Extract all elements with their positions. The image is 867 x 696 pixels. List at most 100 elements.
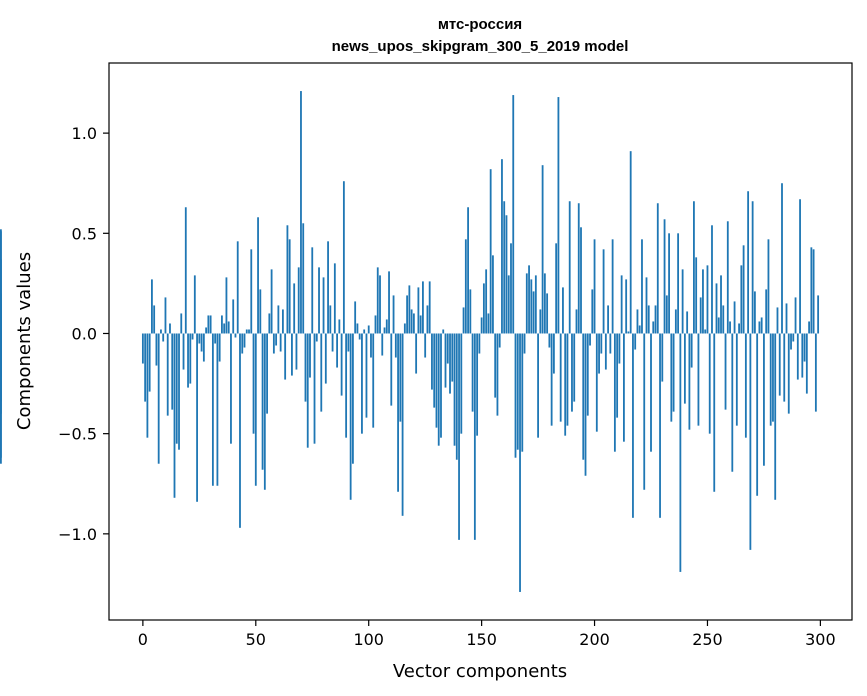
bar <box>234 333 237 338</box>
bar <box>352 333 354 464</box>
x-axis-label: Vector components <box>393 661 567 682</box>
bar <box>753 291 756 334</box>
bar <box>566 333 569 426</box>
bar <box>679 333 682 572</box>
bar <box>552 333 555 374</box>
bar <box>374 315 377 334</box>
bar <box>817 295 820 334</box>
bar <box>388 271 390 334</box>
bar <box>275 333 278 346</box>
bar <box>243 333 246 348</box>
bar <box>473 333 476 540</box>
bar <box>487 313 490 334</box>
bar <box>801 333 804 378</box>
bar <box>250 249 253 334</box>
bar <box>146 333 149 438</box>
bar <box>543 273 546 334</box>
bar <box>367 325 370 334</box>
bar <box>417 287 420 334</box>
bar <box>424 333 427 358</box>
bar <box>356 323 359 334</box>
bar <box>659 333 661 518</box>
x-tick-label: 50 <box>246 630 266 649</box>
bar <box>268 313 271 334</box>
bar <box>785 303 788 334</box>
bar <box>643 333 646 490</box>
bar <box>652 321 655 334</box>
bar <box>157 333 160 464</box>
bar <box>704 329 707 334</box>
bar <box>555 243 558 334</box>
bar <box>0 229 2 334</box>
bar <box>214 333 217 344</box>
bar <box>324 333 327 384</box>
bar <box>223 323 226 334</box>
bar <box>729 321 731 334</box>
bar <box>257 217 259 334</box>
x-axis-ticks: 0 50 100 150 200 250 300 <box>138 620 836 649</box>
bar <box>510 243 512 334</box>
bar <box>166 333 169 416</box>
bar <box>530 279 533 334</box>
bar <box>480 317 483 334</box>
y-axis-label: Components values <box>14 252 35 430</box>
bar <box>406 295 409 334</box>
x-tick-label: 250 <box>692 630 723 649</box>
bar <box>620 275 623 334</box>
bar <box>763 333 765 466</box>
bar <box>625 279 628 334</box>
bar <box>537 333 539 438</box>
bar <box>636 309 639 334</box>
bar <box>747 191 750 334</box>
bar <box>760 317 763 334</box>
bar <box>261 333 264 470</box>
bar <box>744 333 747 438</box>
bar <box>593 239 596 334</box>
bar <box>394 333 397 358</box>
bar <box>200 333 203 352</box>
bar <box>440 333 442 438</box>
bar <box>611 239 614 334</box>
bar <box>557 97 560 334</box>
bar <box>792 333 795 342</box>
bar <box>690 333 693 368</box>
bar <box>254 333 257 486</box>
bar <box>516 333 519 450</box>
bar <box>446 333 449 364</box>
bar <box>772 333 774 422</box>
bar <box>638 325 641 334</box>
bar <box>281 309 284 334</box>
bar <box>738 323 740 334</box>
bar <box>338 319 341 334</box>
bar <box>160 329 162 334</box>
bar <box>688 333 691 430</box>
bar <box>175 333 178 444</box>
bar <box>699 297 702 334</box>
bar <box>460 333 463 434</box>
bar <box>225 277 228 334</box>
bar <box>293 283 296 334</box>
bar <box>361 333 363 434</box>
bar <box>781 183 783 334</box>
bar <box>693 201 695 334</box>
bar <box>390 333 393 406</box>
bar <box>415 333 418 374</box>
y-tick-label: −0.5 <box>58 425 97 444</box>
bar <box>695 257 698 334</box>
bar <box>591 289 594 334</box>
bar <box>778 333 781 396</box>
bar <box>564 333 567 436</box>
bar <box>196 333 198 502</box>
bar <box>589 333 591 346</box>
bar <box>347 333 350 352</box>
bar <box>428 281 431 334</box>
bar <box>379 275 381 334</box>
bar <box>342 181 345 334</box>
bar <box>318 267 320 334</box>
bar <box>320 333 323 412</box>
x-tick-label: 100 <box>353 630 384 649</box>
bar <box>358 333 361 340</box>
bar <box>241 333 244 354</box>
bar <box>336 333 338 368</box>
bar <box>191 333 194 340</box>
